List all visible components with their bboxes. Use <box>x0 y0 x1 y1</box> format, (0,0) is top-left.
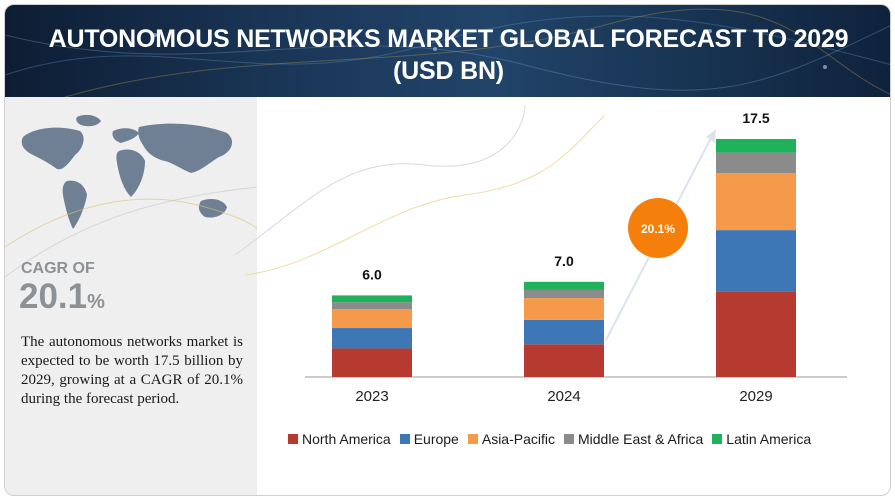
cagr-badge-text: 20.1% <box>641 222 675 236</box>
bar-segment-2029-asia-pacific <box>716 173 796 231</box>
legend-swatch <box>467 434 478 444</box>
legend-label: Latin America <box>726 431 812 447</box>
decorative-curve <box>244 114 606 276</box>
legend-item-latin-america: Latin America <box>712 431 811 447</box>
bar-segment-2024-asia-pacific <box>524 298 604 320</box>
x-tick-labels: 2023 2024 2029 <box>355 388 772 405</box>
total-label-2029: 17.5 <box>742 110 769 126</box>
bar-segment-2023-latin-america <box>332 295 412 303</box>
cagr-unit: % <box>87 291 105 313</box>
total-label-2024: 7.0 <box>554 253 574 269</box>
legend-swatch <box>399 434 410 444</box>
x-tick-label-2029: 2029 <box>739 388 772 405</box>
bar-segment-2024-latin-america <box>524 281 604 290</box>
bar-segment-2029-latin-america <box>716 139 796 153</box>
world-map-icon <box>21 114 233 229</box>
bar-segment-2023-middle-east-africa <box>332 302 412 309</box>
bar-segment-2024-europe <box>524 319 604 345</box>
legend-label: Asia-Pacific <box>481 431 555 447</box>
market-description: The autonomous networks market is expect… <box>21 334 243 407</box>
legend-label: North America <box>302 431 391 447</box>
total-labels: 6.0 7.0 17.5 <box>362 110 770 282</box>
x-tick-label-2024: 2024 <box>547 388 580 405</box>
network-lines-decoration <box>5 8 890 97</box>
total-label-2023: 6.0 <box>362 266 382 282</box>
x-tick-label-2023: 2023 <box>355 388 388 405</box>
chart-legend: North America Europe Asia-Pacific Middle Ea… <box>288 431 820 447</box>
bars-group <box>332 139 796 377</box>
legend-item-asia-pacific: Asia-Pacific <box>467 431 555 447</box>
bar-segment-2023-north-america <box>332 348 412 377</box>
bar-segment-2024-north-america <box>524 344 604 377</box>
legend-label: Middle East & Africa <box>578 431 704 447</box>
cagr-badge-circle <box>628 198 688 258</box>
decorative-curves <box>5 186 257 278</box>
cagr-value: 20.1% <box>19 277 105 317</box>
bar-segment-2029-middle-east-africa <box>716 152 796 173</box>
legend-swatch <box>564 434 574 444</box>
page-title: AUTONOMOUS NETWORKS MARKET GLOBAL FORECA… <box>5 23 890 87</box>
bar-segment-2024-middle-east-africa <box>524 289 604 299</box>
title-line-1: AUTONOMOUS NETWORKS MARKET GLOBAL FORECA… <box>48 25 849 53</box>
title-line-2: (USD BN) <box>393 57 504 85</box>
cagr-label: CAGR OF <box>21 260 95 277</box>
legend-item-north-america: North America <box>288 431 391 447</box>
bar-segment-2023-asia-pacific <box>332 309 412 329</box>
bar-segment-2029-north-america <box>716 291 796 377</box>
legend-label: Europe <box>413 431 459 447</box>
legend-item-europe: Europe <box>399 431 459 447</box>
stacked-bar-chart: 2023 2024 2029 6.0 7.0 17.5 20.1% <box>234 104 847 405</box>
legend-swatch <box>288 434 298 444</box>
header-banner: AUTONOMOUS NETWORKS MARKET GLOBAL FORECA… <box>5 5 890 97</box>
summary-panel: CAGR OF 20.1% The autonomous networks ma… <box>5 97 257 495</box>
cagr-number: 20.1 <box>19 277 88 316</box>
decorative-curve <box>234 104 526 256</box>
growth-arrow-head <box>706 129 716 143</box>
legend-swatch <box>712 434 723 444</box>
infographic-frame: AUTONOMOUS NETWORKS MARKET GLOBAL FORECA… <box>4 4 891 496</box>
bar-segment-2023-europe <box>332 328 412 349</box>
legend-item-middle-east-africa: Middle East & Africa <box>564 431 703 447</box>
bar-segment-2029-europe <box>716 230 796 292</box>
